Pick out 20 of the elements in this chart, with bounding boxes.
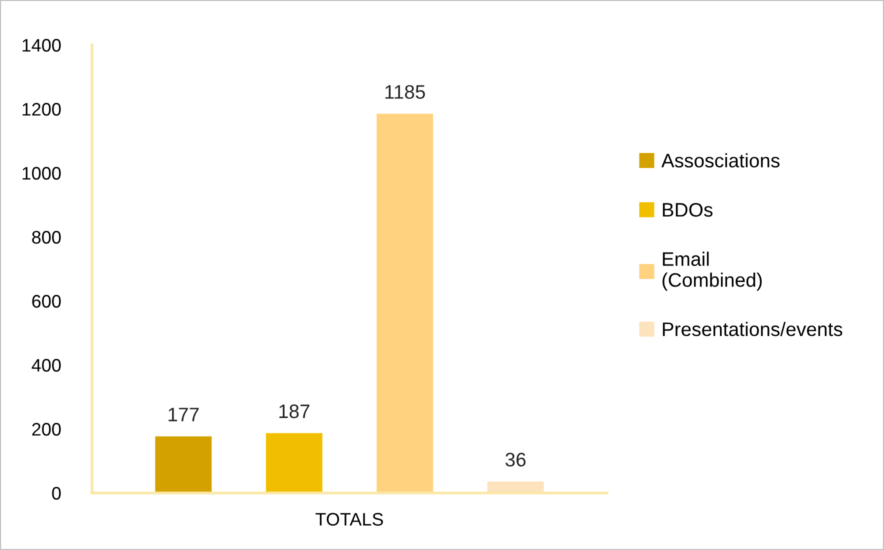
bar [155, 436, 212, 493]
bar [376, 114, 434, 493]
y-tick-label: 0 [52, 486, 61, 500]
legend-label: Email (Combined) [662, 252, 762, 291]
y-tick-label: 600 [32, 294, 61, 308]
legend-label: BDOs [662, 202, 712, 217]
y-tick-label: 800 [32, 230, 61, 244]
y-tick-label: 1200 [22, 102, 61, 116]
y-tick-label: 400 [32, 358, 61, 372]
legend-label: Assosciations [661, 153, 780, 168]
data-label: 1185 [385, 85, 425, 99]
legend-label: Presentations/events [662, 322, 842, 336]
bar [266, 433, 322, 493]
x-tick-label: TOTALS [316, 512, 383, 526]
data-label: 177 [168, 408, 199, 422]
y-tick-label: 1400 [22, 38, 61, 52]
data-label: 36 [506, 452, 526, 467]
y-tick-label: 200 [32, 422, 61, 436]
y-tick-label: 1000 [22, 166, 61, 180]
data-label: 187 [279, 404, 310, 418]
